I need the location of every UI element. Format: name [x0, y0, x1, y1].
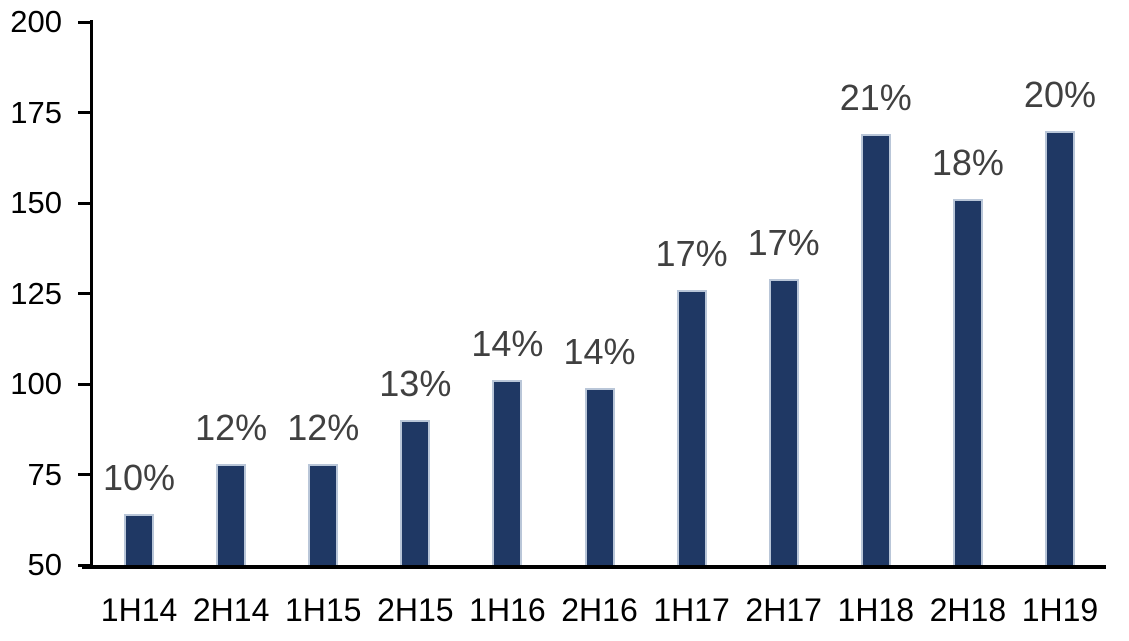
x-axis-line [82, 565, 1106, 569]
data-label-1H15: 12% [287, 406, 360, 448]
x-tick-label-1H16: 1H16 [469, 592, 546, 628]
bar-2H15 [400, 420, 431, 565]
x-tick-label-1H19: 1H19 [1021, 592, 1099, 628]
bar-2H16 [584, 387, 615, 565]
y-tick-mark-50 [78, 563, 93, 567]
x-tick-label-1H18: 1H18 [837, 592, 915, 628]
data-label-1H19: 20% [1023, 73, 1096, 115]
y-tick-mark-100 [78, 382, 93, 386]
data-label-2H18: 18% [931, 142, 1004, 184]
y-tick-mark-200 [78, 20, 93, 24]
y-tick-mark-125 [78, 292, 93, 295]
y-tick-label-75: 75 [27, 456, 62, 492]
data-label-2H15: 13% [379, 363, 452, 405]
y-tick-mark-175 [78, 111, 93, 114]
bar-1H19 [1044, 130, 1075, 565]
data-label-1H17: 17% [655, 232, 728, 274]
bar-2H14 [216, 463, 247, 565]
x-tick-label-1H14: 1H14 [100, 592, 178, 628]
data-label-2H14: 12% [195, 406, 268, 448]
y-tick-label-200: 200 [10, 4, 62, 39]
data-label-1H18: 21% [839, 77, 912, 119]
x-tick-label-1H17: 1H17 [653, 592, 730, 628]
bar-1H16 [492, 380, 523, 565]
y-tick-mark-75 [78, 473, 93, 476]
y-tick-label-50: 50 [27, 547, 62, 582]
bar-1H14 [124, 514, 155, 565]
x-tick-label-2H17: 2H17 [745, 592, 822, 628]
bar-1H18 [860, 134, 891, 565]
bar-1H15 [308, 463, 339, 565]
x-tick-label-1H15: 1H15 [284, 592, 362, 628]
y-tick-label-125: 125 [10, 275, 62, 311]
data-label-2H17: 17% [747, 222, 820, 264]
bar-2H17 [768, 279, 799, 565]
x-tick-label-2H16: 2H16 [561, 592, 638, 628]
bar-1H17 [676, 289, 707, 565]
x-tick-label-2H15: 2H15 [377, 592, 454, 628]
data-label-2H16: 14% [563, 330, 636, 372]
x-tick-label-2H18: 2H18 [929, 592, 1007, 628]
data-label-1H14: 10% [103, 457, 176, 499]
y-tick-mark-150 [78, 201, 93, 205]
y-tick-label-100: 100 [10, 366, 62, 401]
data-label-1H16: 14% [471, 323, 544, 365]
bar-2H18 [952, 199, 983, 565]
y-tick-label-175: 175 [10, 94, 62, 130]
y-tick-label-150: 150 [10, 185, 62, 220]
x-tick-label-2H14: 2H14 [192, 592, 270, 628]
